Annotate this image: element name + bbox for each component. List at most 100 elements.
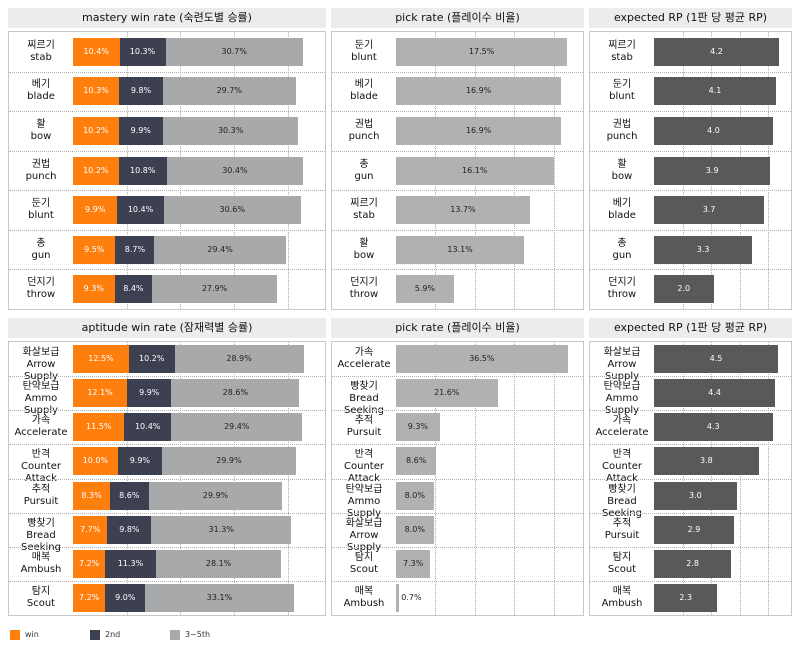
category-label-ko: 찌르기 <box>27 39 55 51</box>
row-separator <box>9 269 325 271</box>
category-label: 던지기 throw <box>332 277 396 301</box>
category-label-en: Pursuit <box>346 427 382 439</box>
category-label: 반격 Counter Attack <box>332 449 396 485</box>
category-label-ko: 매복 <box>354 585 374 597</box>
category-label-en: stab <box>611 51 633 63</box>
plot-area: 가속 Accelerate 36.5% 빵찾기 Bread Seeking 21.6% 추적… <box>331 341 584 616</box>
bar-segment-3-5th: 28.6% <box>171 379 300 408</box>
row-separator <box>332 376 583 378</box>
bar-segment-3-5th: 28.9% <box>174 345 304 374</box>
bar <box>654 583 718 612</box>
grid-line <box>553 32 555 309</box>
bar-value-label: 17.5% <box>468 46 495 56</box>
row-separator <box>9 111 325 113</box>
bar-segment-2nd: 11.3% <box>105 549 156 578</box>
category-label: 권법 punch <box>590 119 654 143</box>
category-label: 찌르기 stab <box>332 198 396 222</box>
bar-value-label: 5.9% <box>414 284 436 294</box>
bar-segment-win: 7.7% <box>73 515 108 544</box>
bar <box>654 413 773 442</box>
bar-segment-2nd: 10.4% <box>117 196 164 225</box>
bar <box>396 275 454 304</box>
legend-label: 2nd <box>105 630 121 639</box>
category-label: 둔기 blunt <box>590 79 654 103</box>
bar-segment-2nd: 8.7% <box>115 235 155 264</box>
bar-value-label: 4.3 <box>706 422 720 432</box>
category-label-ko: 던지기 <box>27 277 55 289</box>
panel-title: mastery win rate (숙련도별 승률) <box>8 8 326 28</box>
panel-title: expected RP (1판 당 평균 RP) <box>589 318 792 338</box>
row-separator <box>332 111 583 113</box>
category-label-ko: 가속 <box>31 415 51 427</box>
category-label-ko: 화살보급 <box>345 517 383 529</box>
bar <box>396 515 434 544</box>
bar-segment-win: 10.2% <box>73 156 119 185</box>
row-separator <box>590 478 791 480</box>
bar <box>396 345 568 374</box>
category-label-ko: 화살보급 <box>603 347 641 359</box>
bar-value-label: 9.3% <box>407 422 429 432</box>
category-label: 찌르기 stab <box>590 40 654 64</box>
bar <box>654 379 776 408</box>
category-label: 찌르기 stab <box>9 40 73 64</box>
category-label-en: Accelerate <box>14 427 68 439</box>
category-label-ko: 베기 <box>31 79 51 91</box>
bar-value-label: 3.0 <box>689 490 702 500</box>
category-label-ko: 탄약보급 <box>22 381 60 393</box>
bar <box>396 447 437 476</box>
bar-segment-win: 10.4% <box>73 37 120 66</box>
category-label: 권법 punch <box>9 159 73 183</box>
bar <box>654 235 753 264</box>
row-separator <box>332 546 583 548</box>
category-label-ko: 추적 <box>612 517 632 529</box>
category-label-ko: 권법 <box>612 118 632 130</box>
category-label-en: blunt <box>351 51 377 63</box>
bar <box>396 549 431 578</box>
category-label-en: punch <box>25 170 57 182</box>
category-label-ko: 총 <box>617 237 627 249</box>
bar <box>396 77 562 106</box>
bar-segment-3-5th: 33.1% <box>145 583 294 612</box>
bar-value-label: 21.6% <box>434 388 460 398</box>
bar <box>654 275 714 304</box>
bar-value-label: 13.1% <box>447 244 473 254</box>
category-label: 화살보급 Arrow Supply <box>332 518 396 554</box>
category-label-ko: 가속 <box>612 415 632 427</box>
bar <box>396 481 434 510</box>
category-label: 둔기 blunt <box>332 40 396 64</box>
category-label-ko: 탐지 <box>31 585 51 597</box>
bar-segment-2nd: 8.4% <box>114 275 153 304</box>
category-label-en: Accelerate <box>337 359 391 371</box>
bar-segment-3-5th: 30.6% <box>163 196 301 225</box>
bar-segment-2nd: 10.4% <box>124 413 171 442</box>
category-label-en: stab <box>30 51 52 63</box>
bar-segment-win: 12.1% <box>73 379 128 408</box>
row-separator <box>590 190 791 192</box>
category-label: 빵찾기 Bread Seeking <box>9 518 73 554</box>
mastery-win-rate-panel: mastery win rate (숙련도별 승률) 찌르기 stab 10.4% 1… <box>8 8 326 310</box>
category-label-en: gun <box>612 249 632 261</box>
category-label-en: Scout <box>607 563 637 575</box>
category-label-ko: 베기 <box>354 79 374 91</box>
bar <box>654 515 734 544</box>
category-label: 탄약보급 Ammo Supply <box>332 484 396 520</box>
bar <box>654 549 732 578</box>
category-label: 탐지 Scout <box>590 552 654 576</box>
legend-swatch <box>90 630 100 640</box>
legend: win 2nd 3~5th <box>0 629 800 643</box>
category-label-en: Ammo Supply <box>604 393 640 417</box>
category-label-en: blunt <box>609 91 635 103</box>
row-separator <box>332 269 583 271</box>
category-label-en: blunt <box>28 210 54 222</box>
category-label-ko: 빵찾기 <box>27 517 55 529</box>
category-label: 베기 blade <box>590 198 654 222</box>
category-label: 추적 Pursuit <box>9 484 73 508</box>
bar <box>654 116 774 145</box>
category-label-ko: 반격 <box>31 449 51 461</box>
category-label-en: Ambush <box>20 563 62 575</box>
category-label: 빵찾기 Bread Seeking <box>590 484 654 520</box>
bar-value-label: 8.6% <box>406 456 427 466</box>
row-separator <box>332 444 583 446</box>
category-label: 매복 Ambush <box>9 552 73 576</box>
bar-segment-2nd: 9.9% <box>117 447 162 476</box>
